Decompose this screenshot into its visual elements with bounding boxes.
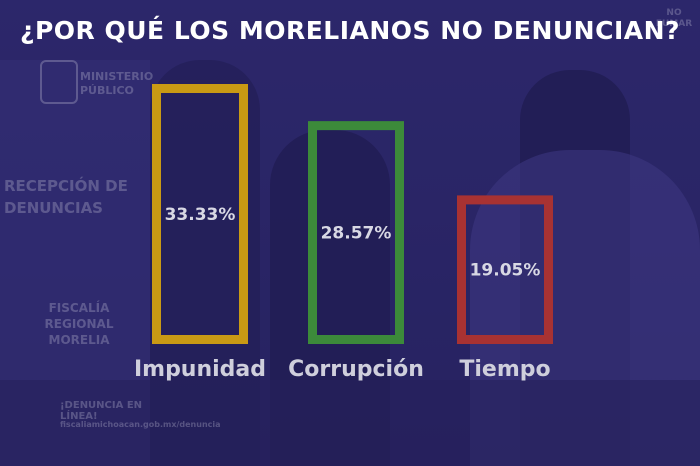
badge-icon [40, 60, 78, 104]
sign-url: fiscaliamichoacan.gob.mx/denuncia [60, 420, 221, 429]
sign-fumar: NO FUMAR [655, 8, 693, 29]
desk [0, 380, 700, 466]
category-label-corrupcion: Corrupción [288, 357, 424, 382]
value-label-corrupcion: 28.57% [321, 224, 392, 244]
sign-ministerio: MINISTERIO PÚBLICO [80, 70, 154, 97]
bar-corrupcion [308, 121, 404, 344]
sign-linea: ¡DENUNCIA EN LÍNEA! [60, 400, 143, 422]
bar-impunidad [152, 84, 248, 344]
category-label-impunidad: Impunidad [134, 357, 266, 382]
sign-fiscalia: FISCALÍA REGIONAL MORELIA [44, 301, 114, 347]
value-label-impunidad: 33.33% [165, 205, 236, 225]
sign-recepcion: RECEPCIÓN DE DENUNCIAS [4, 177, 128, 217]
category-label-tiempo: Tiempo [459, 357, 550, 382]
bar-tiempo [457, 195, 553, 344]
value-label-tiempo: 19.05% [470, 261, 541, 281]
chart-title: ¿POR QUÉ LOS MORELIANOS NO DENUNCIAN? [19, 16, 681, 45]
